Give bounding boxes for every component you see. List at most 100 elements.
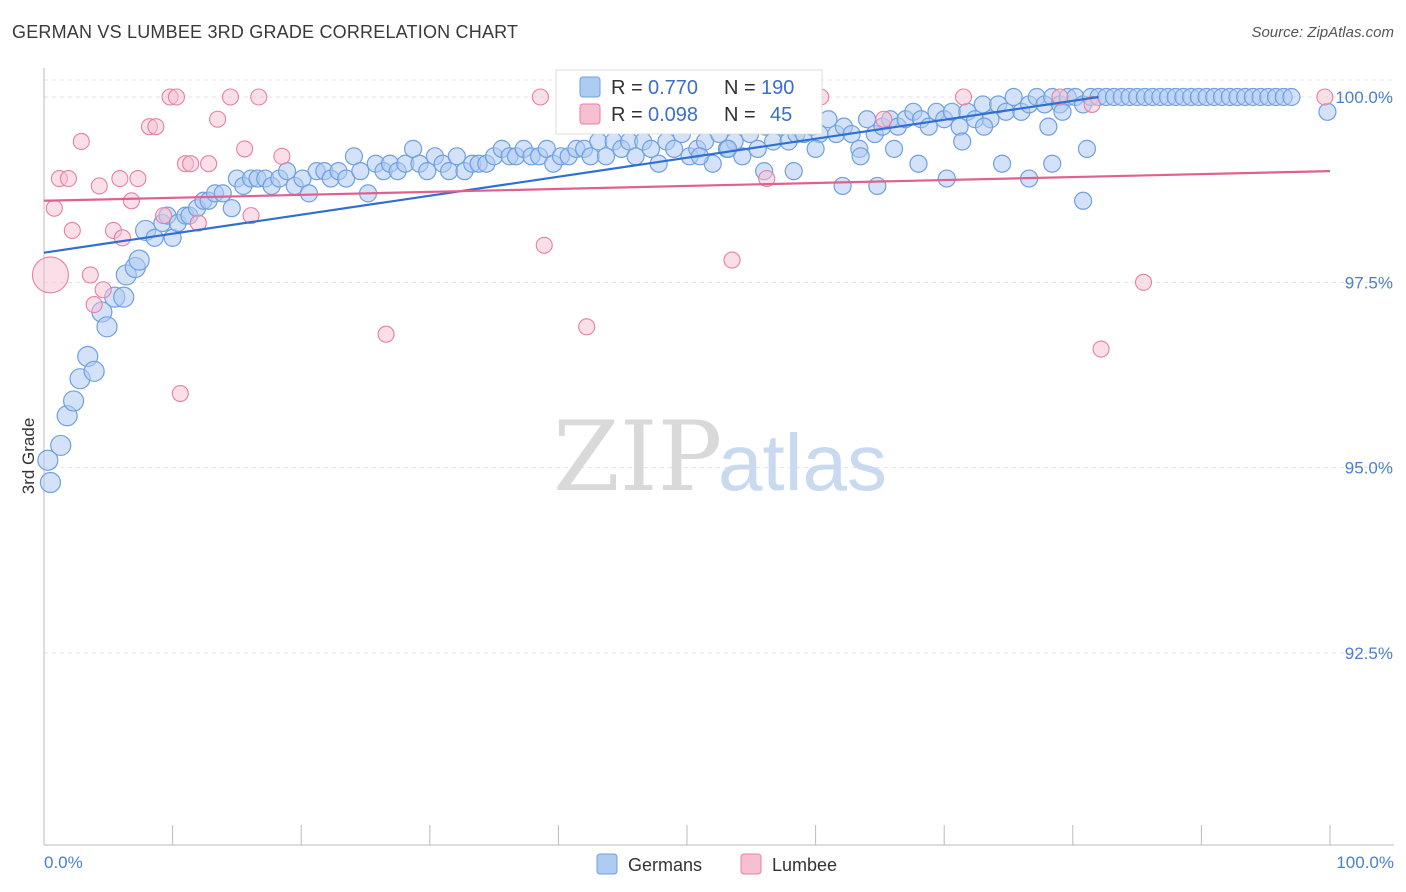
- lumbee-legend-swatch: [579, 103, 601, 125]
- lumbee-trend-line: [43, 170, 1331, 202]
- x-ticks: [43, 825, 1331, 845]
- german-point-185: [1077, 139, 1097, 158]
- lumbee-r-label: R =: [611, 104, 643, 126]
- german-point-181: [953, 132, 972, 151]
- y-tick-labels: 92.5% 95.0% 97.5% 100.0%: [1335, 88, 1393, 663]
- german-r-value: 0.770: [648, 77, 698, 99]
- lumbee-legend-label: Lumbee: [772, 855, 837, 875]
- lumbee-point-4: [63, 221, 81, 239]
- german-point-85: [641, 139, 661, 158]
- german-point-171: [937, 169, 956, 188]
- german-point-11: [113, 286, 135, 308]
- german-trend-line: [43, 95, 1099, 254]
- german-point-169: [1318, 102, 1337, 121]
- lumbee-point-20: [171, 384, 189, 403]
- lumbee-point-25: [209, 110, 227, 128]
- lumbee-point-16: [147, 118, 165, 136]
- series-legend: Germans Lumbee: [596, 853, 837, 875]
- german-point-55: [418, 162, 437, 181]
- german-point-184: [1053, 102, 1072, 121]
- lumbee-point-39: [954, 88, 973, 106]
- lumbee-point-17: [155, 207, 173, 225]
- german-point-14: [128, 249, 150, 271]
- german-point-97: [733, 147, 752, 166]
- german-point-79: [596, 147, 616, 166]
- german-point-188: [719, 139, 738, 158]
- lumbee-point-23: [189, 214, 207, 232]
- german-point-2: [50, 434, 72, 457]
- stats-legend: R = 0.770 N = 190 R = 0.098 N = 45: [555, 69, 823, 135]
- y-tick-label-2: 97.5%: [1345, 273, 1393, 292]
- source-label: Source: ZipAtlas.com: [1251, 24, 1394, 41]
- lumbee-point-24: [200, 155, 218, 173]
- german-point-46: [351, 162, 370, 181]
- german-point-4: [62, 390, 85, 412]
- german-point-27: [213, 184, 232, 203]
- lumbee-point-19: [167, 88, 186, 106]
- german-points: [37, 87, 1337, 494]
- german-point-9: [96, 316, 118, 338]
- y-tick-label-3: 100.0%: [1335, 88, 1393, 107]
- lumbee-point-11: [111, 169, 129, 188]
- lumbee-point-0: [31, 256, 69, 294]
- y-tick-label-0: 92.5%: [1345, 644, 1393, 663]
- german-point-177: [833, 176, 852, 196]
- lumbee-point-1: [45, 199, 63, 217]
- german-point-44: [337, 169, 356, 188]
- german-point-170: [909, 154, 928, 173]
- german-point-186: [806, 139, 825, 158]
- lumbee-point-7: [85, 296, 103, 314]
- german-point-178: [851, 147, 870, 166]
- german-point-174: [1043, 154, 1062, 173]
- german-legend-swatch: [579, 76, 601, 98]
- lumbee-point-6: [81, 266, 99, 284]
- german-point-168: [1282, 87, 1301, 107]
- german-point-179: [868, 176, 887, 196]
- lumbee-point-32: [531, 88, 549, 106]
- lumbee-point-33: [535, 236, 553, 254]
- german-point-176: [784, 162, 803, 181]
- trend-lines: [43, 95, 1331, 254]
- lumbee-point-43: [1134, 273, 1153, 291]
- german-n-value: 190: [761, 77, 794, 99]
- lumbee-point-31: [377, 325, 395, 343]
- lumbee-point-44: [1316, 88, 1334, 106]
- german-point-132: [1004, 87, 1023, 107]
- german-point-28: [222, 199, 241, 218]
- lumbee-point-27: [236, 140, 254, 158]
- lumbee-point-36: [758, 169, 776, 188]
- german-point-59: [447, 147, 466, 166]
- lumbee-point-8: [90, 177, 108, 195]
- lumbee-point-26: [221, 88, 240, 106]
- german-point-180: [884, 139, 904, 158]
- german-point-39: [299, 184, 319, 203]
- lumbee-point-22: [182, 155, 200, 173]
- german-point-7: [83, 360, 105, 382]
- lumbee-point-14: [129, 169, 147, 188]
- lumbee-point-42: [1092, 340, 1110, 358]
- lumbee-point-3: [59, 169, 77, 188]
- german-point-182: [974, 117, 994, 136]
- germans-legend-swatch: [596, 853, 618, 875]
- german-point-183: [1039, 117, 1058, 136]
- german-point-1: [39, 471, 62, 494]
- german-point-88: [665, 139, 684, 158]
- lumbee-point-41: [1083, 95, 1101, 113]
- german-n-label: N =: [724, 77, 756, 99]
- watermark-zip: ZIP: [553, 401, 722, 513]
- lumbee-r-value: 0.098: [648, 104, 698, 126]
- german-point-172: [992, 154, 1012, 173]
- watermark-atlas: atlas: [718, 418, 887, 507]
- lumbee-point-5: [72, 132, 90, 151]
- german-point-175: [1073, 191, 1093, 210]
- y-axis-label: 3rd Grade: [19, 418, 38, 495]
- german-point-0: [37, 449, 59, 471]
- y-tick-label-1: 95.0%: [1345, 459, 1393, 478]
- lumbee-n-label: N =: [724, 104, 756, 126]
- lumbee-point-13: [122, 192, 140, 210]
- germans-legend-label: Germans: [628, 855, 702, 875]
- lumbee-point-9: [94, 281, 112, 299]
- x-tick-label-0: 0.0%: [44, 853, 83, 872]
- lumbee-point-38: [875, 110, 893, 128]
